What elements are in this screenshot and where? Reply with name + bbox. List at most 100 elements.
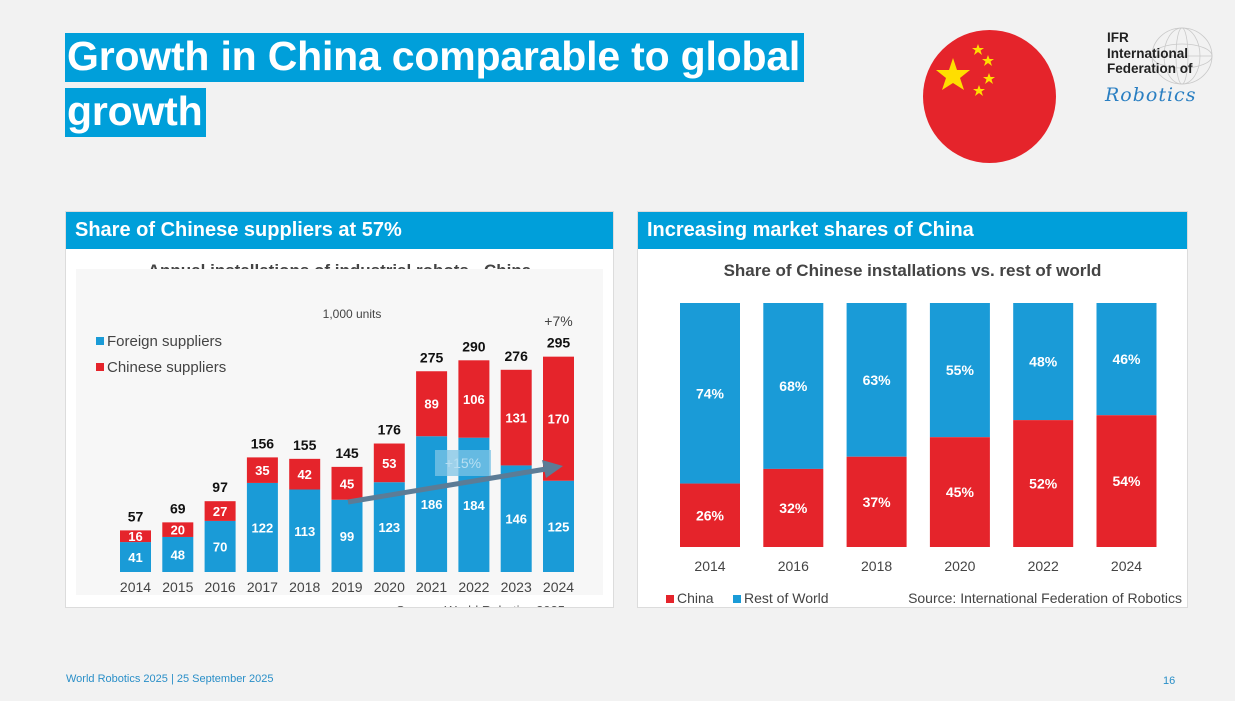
right-panel-header: Increasing market shares of China [638,212,1187,249]
bar-china [846,456,907,547]
bar-rest-of-world [1013,303,1074,421]
bar-total-label: 290 [462,338,486,354]
logo-script: Robotics [1105,84,1197,106]
x-tick-label: 2017 [247,579,278,595]
bar-label-rest-of-world: 48% [1029,354,1058,370]
legend-label-foreign: Foreign suppliers [107,333,222,350]
bar-china [680,483,740,547]
x-tick-label: 2019 [331,579,362,595]
bar-label-foreign: 122 [252,520,274,535]
bar-chinese [373,443,405,483]
bar-total-label: 276 [505,348,529,364]
left-chart-panel: Share of Chinese suppliers at 57% Annual… [65,211,614,608]
bar-label-china: 45% [946,484,975,500]
bar-chinese [120,530,151,543]
legend-label-china: China [677,590,714,606]
x-tick-label: 2022 [1028,558,1059,574]
trend-arrow-line [347,466,547,505]
china-flag-icon [923,30,1056,163]
bar-label-rest-of-world: 46% [1112,351,1141,367]
installations-chart: 1,000 units Foreign suppliers Chinese supp… [76,269,603,607]
share-chart: 74% 26% 2014 68% 32% 2016 63% 37% 2018 55% 45% 2020… [666,303,1182,606]
bar-label-chinese: 106 [463,392,485,407]
legend-label-chinese: Chinese suppliers [107,359,226,376]
title-line-2: growth [65,88,207,137]
bar-label-foreign: 41 [128,550,142,565]
bar-chinese [162,522,194,537]
bar-label-china: 32% [779,500,808,516]
growth-annotation: +7% [544,313,572,329]
bar-china [763,468,824,547]
bar-china [1096,415,1157,547]
x-tick-label: 2024 [1111,558,1142,574]
bar-label-foreign: 146 [505,512,527,527]
x-tick-label: 2020 [374,579,405,595]
cagr-annotation: +15% [445,455,481,471]
source-label: Source: World Robotics 2025 [396,603,565,607]
bar-label-rest-of-world: 55% [946,362,975,378]
x-tick-label: 2016 [778,558,809,574]
bar-label-chinese: 53 [382,456,396,471]
bar-foreign [204,520,236,572]
logo-line: IFR [1107,30,1129,45]
page-number: 16 [1163,675,1176,687]
bar-rest-of-world [680,303,740,484]
trend-arrow-head [542,460,563,478]
x-tick-label: 2015 [162,579,193,595]
bar-foreign [500,465,532,572]
bar-label-chinese: 35 [255,463,269,478]
bar-foreign [331,499,363,572]
bar-label-chinese: 170 [548,412,570,427]
x-tick-label: 2022 [458,579,489,595]
bar-label-foreign: 99 [340,529,354,544]
bar-foreign [543,480,574,572]
bar-total-label: 69 [170,500,186,516]
bar-label-china: 54% [1112,473,1141,489]
page-title: Growth in China comparable to global gro… [65,33,855,143]
bar-total-label: 57 [128,508,144,524]
bar-label-chinese: 20 [171,523,185,538]
bar-label-china: 37% [863,494,892,510]
bar-label-china: 26% [696,507,725,523]
bar-total-label: 145 [335,445,359,461]
bar-label-foreign: 186 [421,497,443,512]
bar-foreign [289,489,321,572]
bar-total-label: 275 [420,349,444,365]
bar-chinese [500,369,532,466]
bar-foreign [162,536,194,572]
globe-icon [1151,27,1213,85]
bar-rest-of-world [846,303,907,457]
bar-label-chinese: 131 [505,411,527,426]
bar-label-rest-of-world: 74% [696,385,725,401]
x-tick-label: 2018 [289,579,320,595]
bar-total-label: 155 [293,437,317,453]
title-line-1: Growth in China comparable to global [65,33,805,82]
logo-line: Federation of [1107,61,1193,76]
logo-text: IFR International Federation of [1107,30,1193,77]
bar-label-foreign: 184 [463,498,485,513]
x-tick-label: 2021 [416,579,447,595]
bar-chinese [331,466,363,500]
bar-chinese [204,501,236,521]
bar-rest-of-world [1096,303,1157,416]
bar-label-foreign: 48 [171,547,185,562]
bar-label-rest-of-world: 68% [779,378,808,394]
legend-swatch-chinese [96,363,104,371]
left-panel-header: Share of Chinese suppliers at 57% [66,212,613,249]
x-tick-label: 2014 [120,579,151,595]
bar-chinese [416,371,448,437]
logo-line: International [1107,45,1189,61]
bar-label-chinese: 89 [424,397,438,412]
x-tick-label: 2018 [861,558,892,574]
legend-swatch-china [666,595,674,603]
bar-label-foreign: 113 [294,524,315,539]
bar-label-chinese: 16 [128,529,142,544]
x-tick-label: 2024 [543,579,574,595]
legend-swatch-foreign [96,337,104,345]
bar-label-rest-of-world: 63% [863,372,892,388]
bar-rest-of-world [929,303,990,438]
x-tick-label: 2020 [944,558,975,574]
x-tick-label: 2016 [205,579,236,595]
bar-label-chinese: 27 [213,504,227,519]
footer-text: World Robotics 2025 | 25 September 2025 [66,673,274,685]
